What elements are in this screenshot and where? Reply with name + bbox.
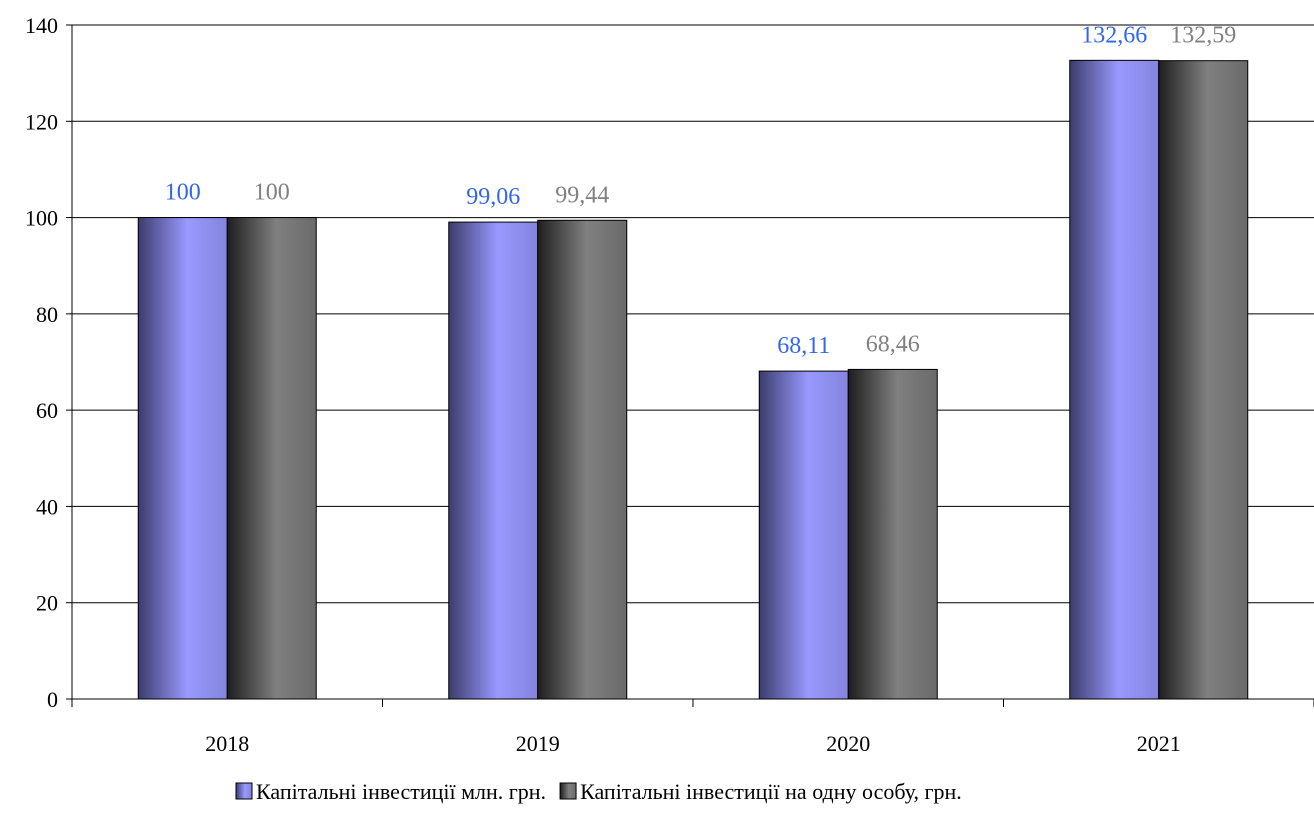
y-tick-label: 40 (36, 494, 58, 519)
y-axis-ticks: 0 20 40 60 80 100 120 140 (25, 13, 58, 712)
bar (758, 370, 849, 700)
data-label: 100 (165, 180, 201, 206)
data-labels: 100 100 99,06 99,44 68,11 68,46 132,66 132,59 (165, 22, 1237, 359)
y-tick-label: 0 (47, 687, 58, 712)
data-label: 100 (254, 180, 290, 206)
x-tick-label: 2018 (205, 731, 249, 756)
y-tick-label: 140 (25, 13, 58, 38)
data-label: 132,59 (1170, 23, 1236, 49)
legend-swatch (235, 782, 253, 800)
legend-label: Капітальні інвестиції на одну особу, грн… (580, 779, 962, 804)
legend: Капітальні інвестиції млн. грн. Капітальн… (235, 779, 962, 804)
x-tick-label: 2019 (516, 731, 560, 756)
bars (137, 59, 1249, 700)
y-tick-label: 60 (36, 398, 58, 423)
bar (226, 217, 317, 700)
data-label: 68,46 (866, 331, 920, 357)
legend-swatch (559, 782, 577, 800)
bar (137, 217, 228, 700)
bar (448, 221, 539, 700)
axes (66, 24, 1314, 707)
data-label: 99,06 (466, 184, 520, 210)
legend-label: Капітальні інвестиції млн. грн. (256, 779, 546, 804)
data-label: 68,11 (777, 333, 830, 359)
y-tick-label: 80 (36, 302, 58, 327)
data-label: 99,44 (555, 182, 609, 208)
bar (1158, 60, 1249, 700)
y-tick-label: 100 (25, 206, 58, 231)
bar (1069, 59, 1160, 700)
data-label: 132,66 (1081, 22, 1147, 48)
bar (847, 368, 938, 700)
x-tick-label: 2020 (826, 731, 870, 756)
y-tick-label: 120 (25, 109, 58, 134)
x-axis-ticks: 2018 2019 2020 2021 (205, 731, 1181, 756)
bar (537, 219, 628, 700)
x-tick-label: 2021 (1137, 731, 1181, 756)
y-tick-label: 20 (36, 591, 58, 616)
